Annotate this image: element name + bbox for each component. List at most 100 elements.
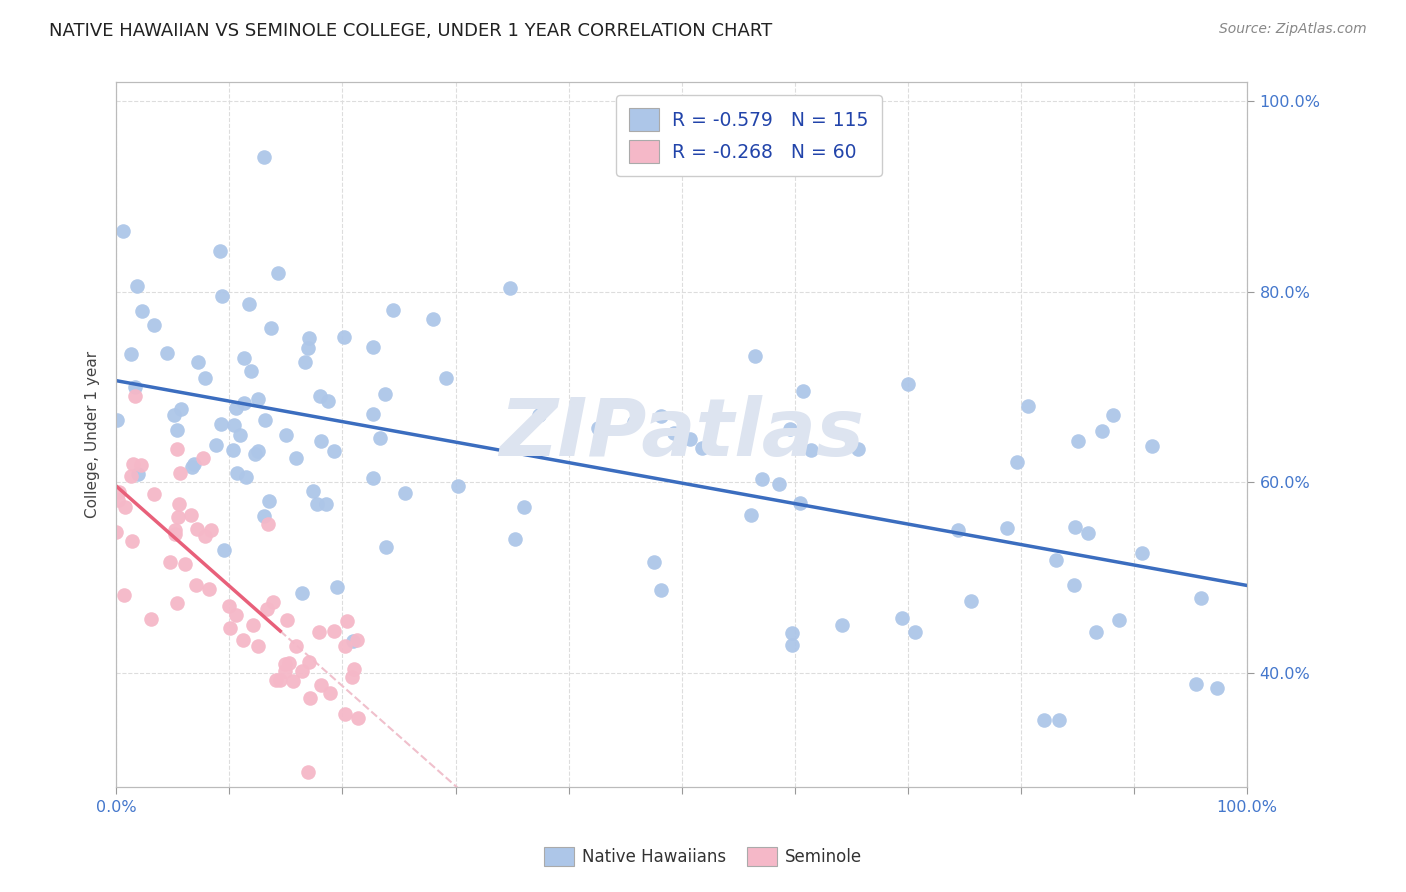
Point (363, 340, 385, 354)
Point (298, 691, 321, 706)
Point (142, 318, 165, 332)
Point (143, 487, 166, 501)
Point (187, 355, 209, 369)
Point (181, 460, 204, 475)
Text: NATIVE HAWAIIAN VS SEMINOLE COLLEGE, UNDER 1 YEAR CORRELATION CHART: NATIVE HAWAIIAN VS SEMINOLE COLLEGE, UND… (49, 22, 772, 40)
Point (374, 386, 396, 401)
Point (166, 509, 188, 524)
Point (780, 638, 803, 652)
Point (105, 524, 128, 539)
Point (846, 442, 869, 456)
Point (1091, 424, 1114, 438)
Point (107, 485, 129, 500)
Point (225, 467, 247, 481)
Point (690, 441, 713, 455)
Point (235, 469, 257, 483)
Point (333, 640, 356, 654)
Point (643, 555, 665, 569)
Point (124, 389, 146, 403)
Point (664, 426, 686, 441)
Point (1005, 455, 1028, 469)
Point (800, 443, 823, 458)
Point (240, 364, 263, 378)
Point (347, 711, 370, 725)
Point (232, 632, 254, 647)
Point (211, 289, 233, 303)
Point (740, 508, 762, 522)
Point (262, 595, 284, 609)
Point (165, 527, 187, 541)
Point (375, 540, 398, 554)
Point (831, 618, 853, 632)
Point (200, 523, 222, 537)
Point (127, 467, 149, 482)
Point (768, 477, 790, 491)
Point (308, 389, 330, 403)
Point (283, 674, 305, 689)
Point (256, 516, 278, 531)
Point (205, 437, 228, 451)
Point (225, 608, 247, 623)
Point (166, 423, 188, 437)
Point (120, 469, 142, 483)
Point (1206, 681, 1229, 696)
Point (361, 408, 384, 422)
Point (267, 266, 290, 280)
Point (246, 639, 269, 653)
Point (212, 543, 235, 558)
Point (209, 417, 232, 431)
Point (274, 428, 297, 442)
Point (278, 656, 301, 670)
Point (269, 673, 291, 687)
Point (322, 443, 344, 458)
Point (789, 496, 811, 510)
Point (529, 408, 551, 422)
Point (294, 354, 316, 368)
Point (264, 673, 287, 687)
Point (170, 402, 193, 417)
Point (1045, 553, 1067, 567)
Point (291, 585, 314, 599)
Point (121, 533, 143, 548)
Point (792, 384, 814, 399)
Point (125, 279, 148, 293)
Y-axis label: College, Under 1 year: College, Under 1 year (86, 351, 100, 518)
Point (297, 341, 319, 355)
Point (166, 442, 188, 457)
Point (1017, 399, 1039, 413)
Point (394, 486, 416, 500)
Point (274, 657, 297, 672)
Point (222, 443, 245, 458)
Legend: R = -0.579   N = 115, R = -0.268   N = 60: R = -0.579 N = 115, R = -0.268 N = 60 (616, 95, 882, 177)
Point (174, 558, 197, 572)
Point (180, 508, 202, 523)
Point (107, 492, 129, 507)
Point (253, 150, 276, 164)
Point (1189, 591, 1212, 605)
Point (343, 661, 366, 675)
Point (208, 244, 231, 258)
Point (163, 409, 186, 423)
Point (183, 457, 205, 471)
Point (243, 447, 266, 461)
Point (253, 413, 276, 427)
Point (1130, 546, 1153, 560)
Point (447, 479, 470, 493)
Point (238, 297, 260, 311)
Point (679, 432, 702, 446)
Point (253, 509, 276, 524)
Point (1108, 613, 1130, 627)
Point (198, 582, 221, 596)
Point (342, 633, 364, 648)
Point (291, 664, 314, 678)
Point (744, 349, 766, 363)
Point (233, 351, 256, 365)
Point (114, 500, 136, 514)
Point (1101, 408, 1123, 422)
Point (1077, 526, 1099, 541)
Point (342, 670, 364, 684)
Point (233, 396, 256, 410)
Point (1067, 434, 1090, 449)
Point (318, 394, 340, 409)
Point (298, 331, 321, 345)
